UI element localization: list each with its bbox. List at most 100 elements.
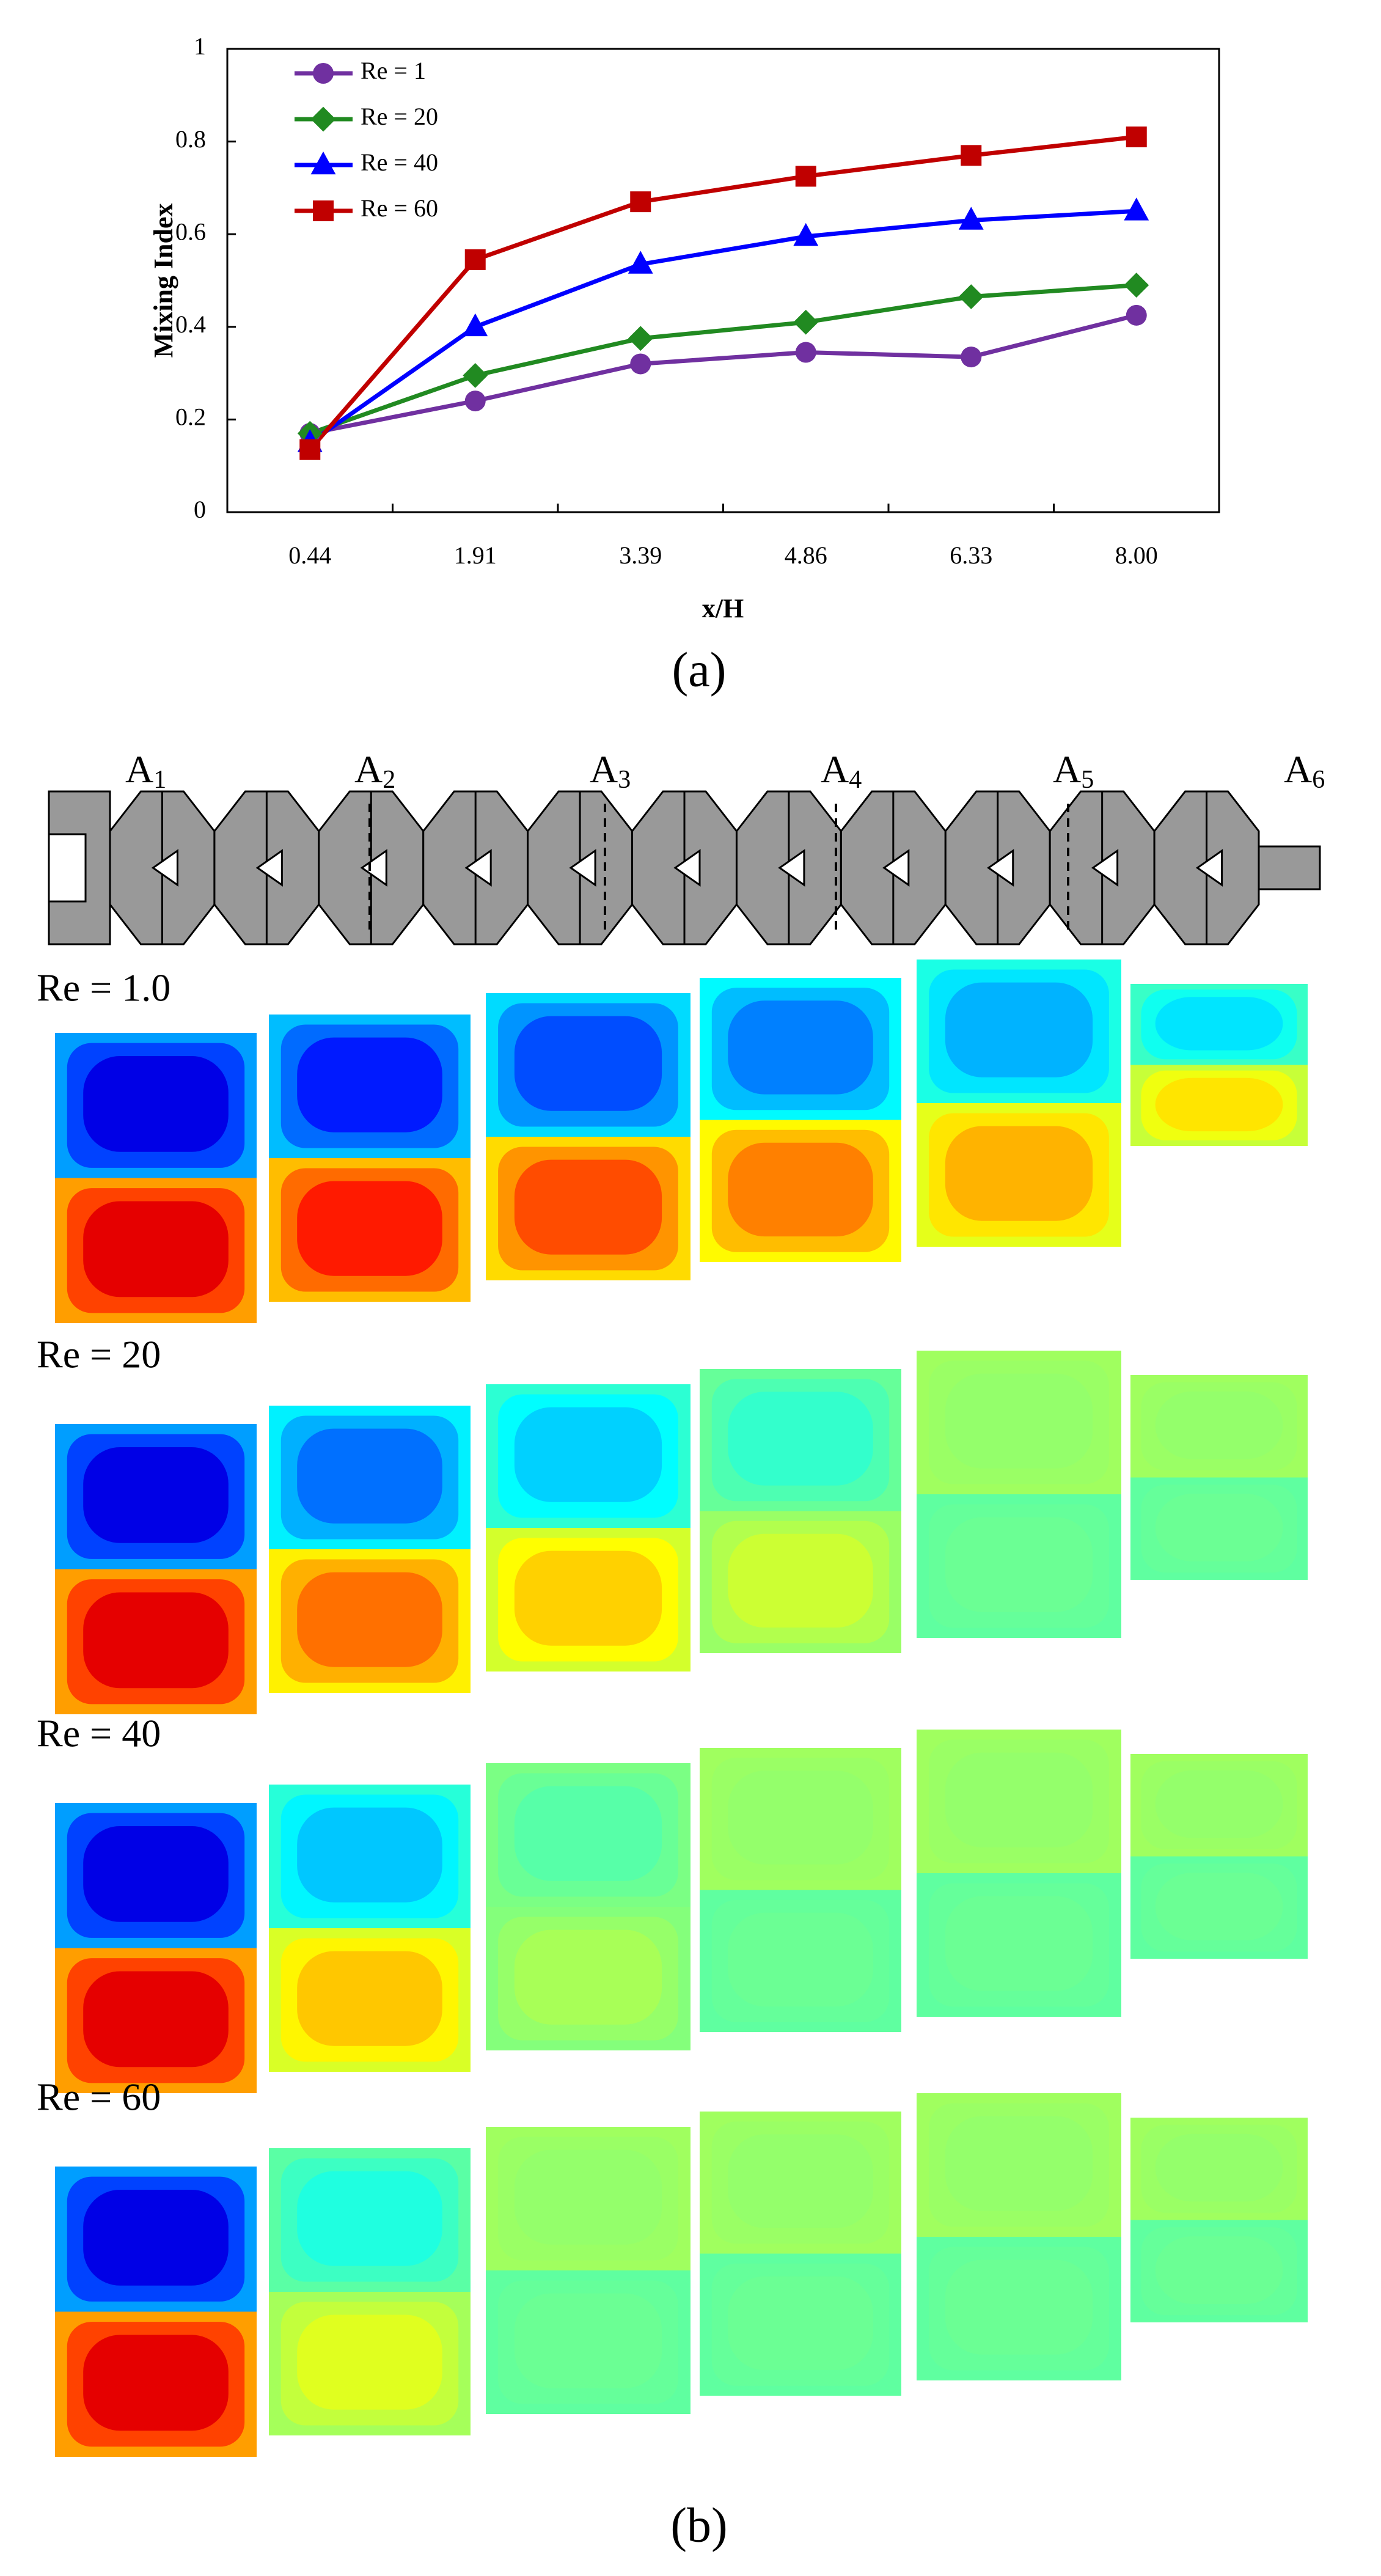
channel-schematic: [48, 790, 1321, 945]
contour-core: [945, 1126, 1093, 1221]
contour-panel: [700, 2112, 901, 2396]
contour-core: [728, 1142, 873, 1237]
contour-panel: [269, 2148, 471, 2435]
contour-panel: [55, 1033, 257, 1323]
y-tick-label: 1: [194, 32, 206, 60]
contour-panel: [55, 1424, 257, 1714]
section-subscript: 6: [1312, 766, 1325, 794]
series-line: [308, 134, 1137, 451]
section-subscript: 1: [153, 766, 166, 794]
contour-core: [83, 1592, 229, 1689]
obstacle: [360, 849, 387, 887]
x-tick-label: 4.86: [785, 541, 827, 569]
contour-panel: [700, 1369, 901, 1653]
contour-core: [728, 1771, 873, 1865]
data-point: [630, 353, 651, 375]
contour-core: [514, 2293, 662, 2388]
section-letter: A: [125, 747, 153, 791]
contour-core: [1155, 1494, 1283, 1561]
contour-core: [945, 982, 1093, 1077]
contour-core: [514, 1786, 662, 1881]
contour-core: [514, 2149, 662, 2245]
contour-panel: [269, 1406, 471, 1693]
data-point: [793, 309, 819, 335]
legend-label: Re = 40: [361, 149, 438, 176]
contour-panel: [1130, 1375, 1308, 1580]
contour-core: [1155, 1770, 1283, 1838]
contour-core: [83, 1826, 229, 1922]
contour-core: [83, 1971, 229, 2068]
section-subscript: 4: [849, 766, 862, 794]
contour-core: [514, 1159, 662, 1255]
data-point: [630, 191, 651, 213]
contour-core: [297, 1572, 442, 1667]
section-letter: A: [354, 747, 383, 791]
data-point: [793, 222, 819, 246]
y-tick-label: 0.4: [175, 310, 206, 338]
obstacle: [987, 849, 1014, 887]
section-subscript: 2: [383, 766, 395, 794]
contour-panel: [269, 1785, 471, 2072]
data-point: [795, 342, 816, 363]
contour-panel: [917, 1730, 1121, 2017]
x-tick-label: 8.00: [1115, 541, 1158, 569]
contour-core: [728, 1392, 873, 1486]
section-letter: A: [1053, 747, 1081, 791]
series-line: [309, 208, 1137, 445]
contour-panel: [700, 1748, 901, 2032]
section-letter: A: [590, 747, 618, 791]
contour-core: [728, 2276, 873, 2371]
legend-marker: [313, 63, 334, 84]
contour-core: [297, 1428, 442, 1524]
contour-core: [945, 1752, 1093, 1848]
contour-core: [83, 1056, 229, 1152]
panel-label: (a): [672, 643, 727, 697]
contour-core: [514, 1407, 662, 1502]
data-point: [463, 362, 488, 388]
x-axis-label: x/H: [702, 593, 744, 623]
contour-core: [83, 1201, 229, 1297]
obstacle: [778, 849, 805, 887]
contour-core: [1155, 2134, 1283, 2202]
y-tick-label: 0.2: [175, 403, 206, 431]
contour-core: [297, 1951, 442, 2046]
contour-core: [83, 2335, 229, 2431]
section-subscript: 3: [618, 766, 631, 794]
data-point: [795, 166, 816, 187]
legend-label: Re = 1: [361, 57, 426, 84]
contour-core: [83, 1447, 229, 1543]
data-point: [958, 207, 984, 230]
contour-panel: [917, 960, 1121, 1247]
obstacle: [882, 849, 910, 887]
x-tick-label: 0.44: [288, 541, 331, 569]
data-point: [628, 251, 653, 274]
contour-panel: [1130, 2118, 1308, 2322]
contour-core: [945, 1373, 1093, 1469]
x-tick-label: 1.91: [454, 541, 497, 569]
section-label: A3: [590, 747, 631, 794]
contour-core: [1155, 1873, 1283, 1940]
contour-panel: [486, 993, 691, 1280]
contour-panel: [486, 1384, 691, 1671]
section-label: A2: [354, 747, 395, 794]
legend-marker: [313, 200, 334, 221]
y-tick-label: 0.6: [175, 218, 206, 245]
contour-panel: [700, 978, 901, 1262]
data-point: [1126, 127, 1147, 148]
data-point: [299, 439, 321, 460]
data-point: [961, 347, 982, 368]
section-label: A1: [125, 747, 166, 794]
contour-core: [297, 1181, 442, 1276]
legend-marker: [310, 106, 336, 132]
contour-panel: [55, 1803, 257, 2093]
series-line: [309, 313, 1137, 436]
data-point: [464, 391, 486, 412]
contour-core: [728, 1912, 873, 2007]
contour-panel: [917, 1351, 1121, 1638]
contour-core: [1155, 1391, 1283, 1459]
contour-core: [297, 1807, 442, 1903]
obstacle: [464, 849, 492, 887]
x-tick-label: 6.33: [950, 541, 992, 569]
obstacle: [673, 849, 701, 887]
